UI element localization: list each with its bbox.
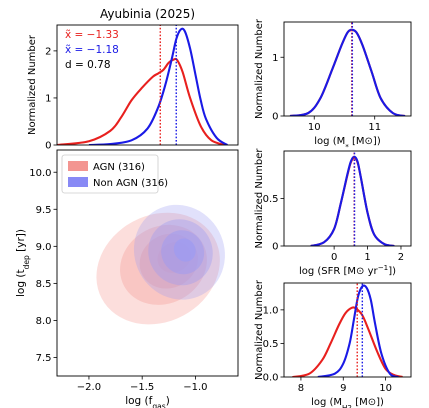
sfr-xtick-label: 2 <box>398 252 404 263</box>
sfr-xtick-label: 1 <box>364 252 370 263</box>
top-plot-area <box>57 25 228 145</box>
top-ytick-label: 2 <box>45 46 51 57</box>
top-ylabel: Normalized Number <box>27 34 38 135</box>
top-title: Ayubinia (2025) <box>100 7 195 21</box>
sfr-plot-area <box>310 151 395 246</box>
sfr-series-agn <box>310 156 395 246</box>
mh2-ytick-label: 1.0 <box>263 305 279 316</box>
mh2-series-non-agn <box>317 284 399 377</box>
mh2-xtick-label: 8 <box>298 383 304 394</box>
main-ytick-label: 10.0 <box>29 168 51 179</box>
mstar-axes-frame <box>283 21 412 117</box>
mh2-ylabel-group: Normalized Number <box>254 279 265 380</box>
legend-swatch-0 <box>68 161 88 171</box>
mh2-series-agn <box>292 306 403 377</box>
main-ylabel: log (tdep [yr]) <box>15 229 31 297</box>
sfr-series-non-agn <box>310 155 395 246</box>
mstar-ylabel-group: Normalized Number <box>254 18 265 119</box>
main-xtick-label: −1.0 <box>183 382 207 393</box>
top-annotation: d = 0.78 <box>65 59 111 71</box>
main-xtick-label: −2.0 <box>77 382 101 393</box>
main-xtick-label: −1.5 <box>130 382 154 393</box>
main-ytick-label: 8.0 <box>36 316 52 327</box>
sfr-ylabel: Normalized Number <box>254 148 265 249</box>
mstar-xtick-label: 11 <box>368 122 381 133</box>
sfr-xlabel: log (SFR [M⊙ yr−1]) <box>299 263 396 278</box>
mstar-series-non-agn <box>289 28 406 116</box>
top-series-agn <box>57 57 226 145</box>
main-ytick-label: 8.5 <box>36 279 52 290</box>
main-ylabel-group: log (tdep [yr]) <box>15 229 31 297</box>
sfr-ytick-label: 0.5 <box>263 194 279 205</box>
mh2-ytick-label: 0.0 <box>263 373 279 384</box>
mh2-xlabel: log (MH2 [M⊙]) <box>311 397 384 408</box>
mstar-ylabel: Normalized Number <box>254 18 265 119</box>
mstar-plot-area <box>289 22 406 116</box>
main-ytick-label: 7.5 <box>36 353 52 364</box>
main-axes-frame <box>56 149 239 377</box>
legend-label-0: AGN (316) <box>93 162 145 173</box>
main-ytick-label: 9.0 <box>36 242 52 253</box>
contour-non-agn-level-4 <box>173 238 196 262</box>
main-plot-area <box>96 204 225 325</box>
sfr-ytick-label: 0 <box>272 242 278 253</box>
mstar-xtick-label: 10 <box>308 122 321 133</box>
mh2-xtick-label: 9 <box>340 383 346 394</box>
mstar-xlabel: log (M* [M⊙]) <box>314 136 381 151</box>
top-series-non-agn <box>88 27 228 145</box>
mstar-series-agn <box>289 29 406 116</box>
sfr-axes-frame <box>283 150 412 247</box>
legend-swatch-1 <box>68 177 88 187</box>
top-annotation: x̃ = −1.33 <box>65 29 119 41</box>
top-ylabel-group: Normalized Number <box>27 34 38 135</box>
sfr-xtick-label: 0 <box>331 252 337 263</box>
mh2-plot-area <box>292 283 403 377</box>
mstar-ytick-label: 1 <box>272 53 278 64</box>
main-ytick-label: 9.5 <box>36 205 52 216</box>
legend-label-1: Non AGN (316) <box>93 178 168 189</box>
sfr-ylabel-group: Normalized Number <box>254 148 265 249</box>
mh2-xtick-label: 10 <box>379 383 392 394</box>
top-axes-frame <box>56 24 239 146</box>
top-ytick-label: 0 <box>45 141 51 152</box>
mstar-ytick-label: 0 <box>272 112 278 123</box>
mh2-ytick-label: 0.5 <box>263 339 279 350</box>
top-annotation: x̃ = −1.18 <box>65 44 119 56</box>
mh2-ylabel: Normalized Number <box>254 279 265 380</box>
mh2-axes-frame <box>283 282 412 378</box>
main-xlabel: log (fgas) <box>125 395 170 408</box>
top-ytick-label: 1 <box>45 94 51 105</box>
